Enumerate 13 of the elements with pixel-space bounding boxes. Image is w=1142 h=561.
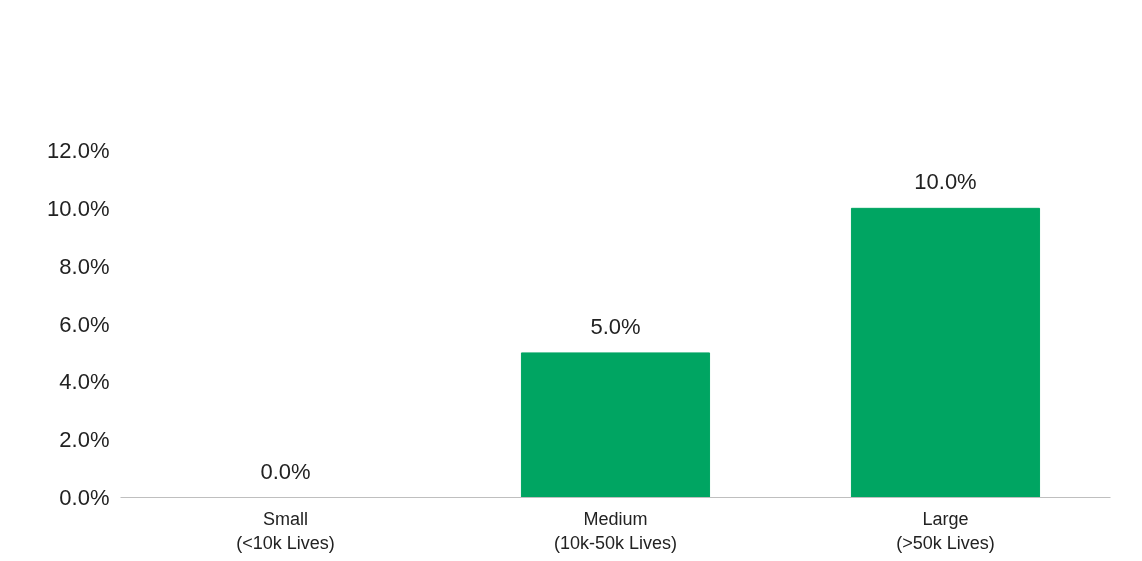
y-tick-label: 6.0% xyxy=(59,311,110,337)
y-tick-label: 2.0% xyxy=(59,427,110,453)
y-tick-label: 4.0% xyxy=(59,369,110,395)
y-tick-label: 0.0% xyxy=(59,485,110,510)
data-label: 0.0% xyxy=(260,458,311,484)
y-tick-label: 10.0% xyxy=(47,195,110,221)
y-tick-label: 8.0% xyxy=(59,253,110,279)
data-label: 10.0% xyxy=(914,169,977,195)
x-tick-label: Medium (10k-50k Lives) xyxy=(553,508,678,553)
data-label: 5.0% xyxy=(590,313,641,339)
y-tick-label: 12.0% xyxy=(47,138,110,163)
x-tick-label: Small (<10k Lives) xyxy=(236,508,335,553)
x-tick-label: Large (>50k Lives) xyxy=(896,508,995,553)
